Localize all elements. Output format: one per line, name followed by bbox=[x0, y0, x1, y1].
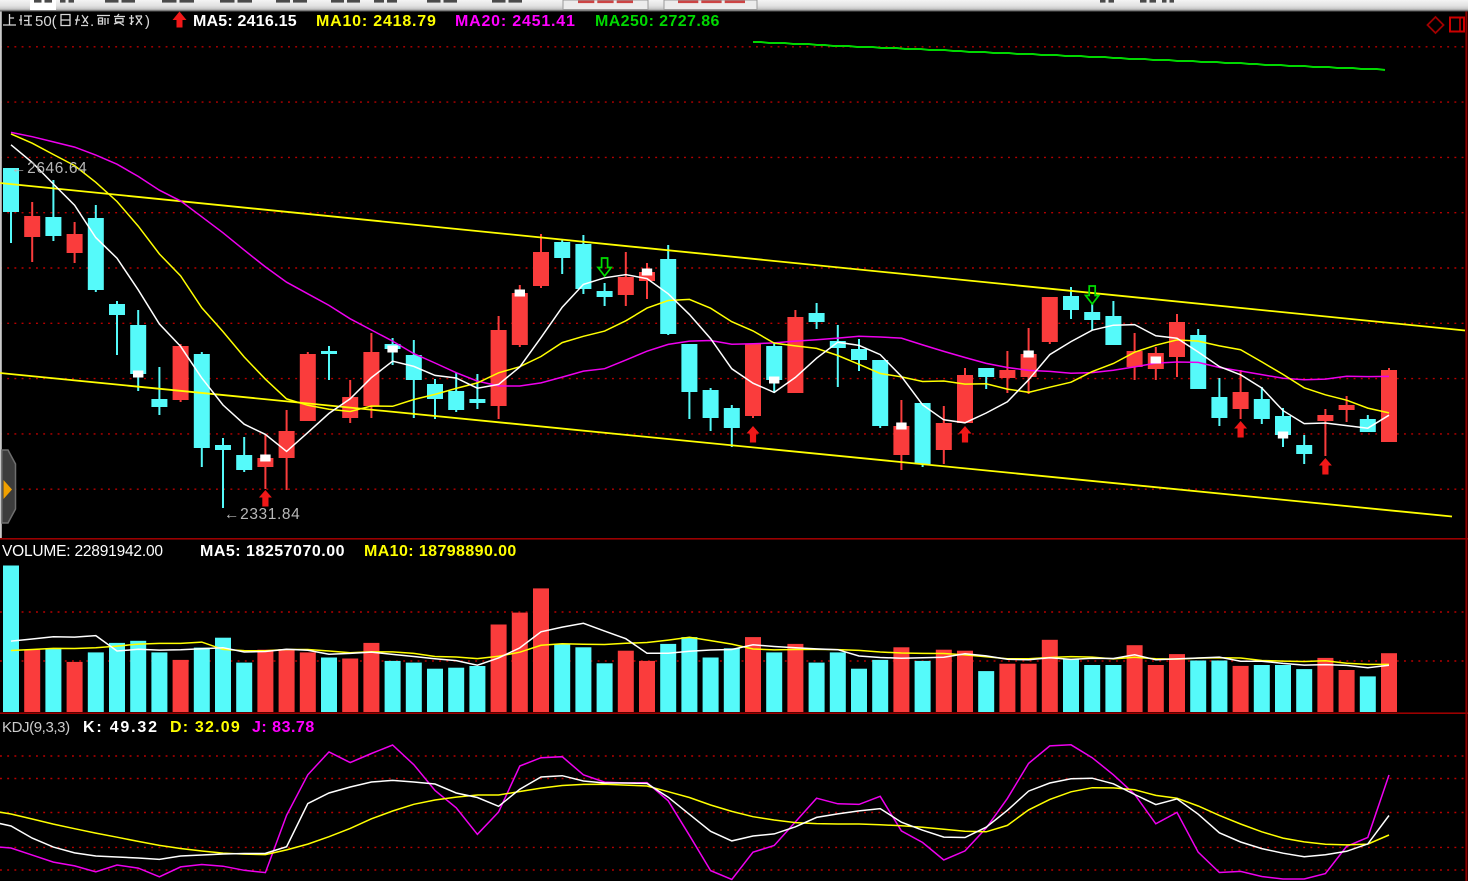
svg-text:): ) bbox=[145, 13, 150, 30]
svg-text:MA20: 2451.41: MA20: 2451.41 bbox=[455, 13, 576, 30]
svg-text:MA5: 18257070.00: MA5: 18257070.00 bbox=[200, 543, 345, 560]
svg-text:KDJ(9,3,3): KDJ(9,3,3) bbox=[2, 719, 70, 736]
svg-text:MA250: 2727.86: MA250: 2727.86 bbox=[595, 13, 720, 30]
svg-text:MA5: 2416.15: MA5: 2416.15 bbox=[193, 13, 297, 30]
svg-text:D: 32.09: D: 32.09 bbox=[170, 719, 241, 736]
svg-text:K: 49.32: K: 49.32 bbox=[83, 719, 159, 736]
svg-text:J: 83.78: J: 83.78 bbox=[252, 719, 315, 736]
svg-text:←2331.84: ←2331.84 bbox=[224, 506, 300, 523]
svg-text:50(: 50( bbox=[35, 13, 57, 30]
svg-text:.: . bbox=[90, 13, 94, 30]
svg-text:MA10: 18798890.00: MA10: 18798890.00 bbox=[364, 543, 517, 560]
svg-text:MA10: 2418.79: MA10: 2418.79 bbox=[316, 13, 437, 30]
svg-text:VOLUME: 22891942.00: VOLUME: 22891942.00 bbox=[2, 543, 163, 560]
svg-text:←2646.64: ←2646.64 bbox=[11, 160, 87, 177]
